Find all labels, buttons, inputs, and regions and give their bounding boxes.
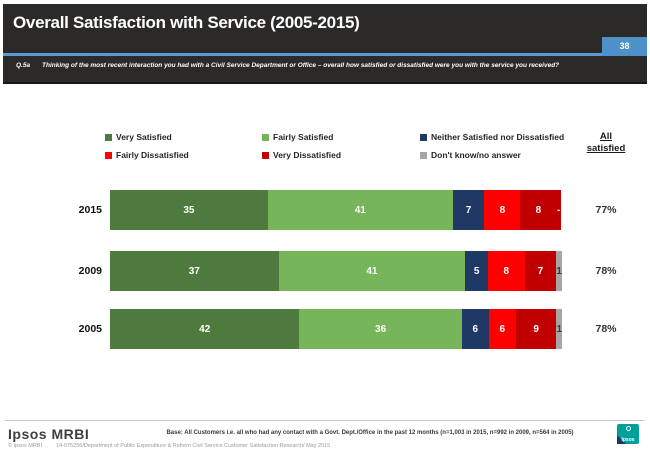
segment-fairly-dissatisfied-2015: 8 bbox=[484, 190, 521, 230]
segment-dont-know-2015: - bbox=[556, 190, 561, 230]
segment-value-label: 7 bbox=[465, 204, 472, 216]
segment-very-satisfied-2005: 42 bbox=[110, 309, 300, 349]
segment-value-label: 42 bbox=[199, 323, 211, 335]
legend-label-fairly-dissatisfied: Fairly Dissatisfied bbox=[116, 150, 189, 160]
legend-swatch-fairly-satisfied-icon bbox=[262, 133, 269, 141]
page-title: Overall Satisfaction with Service (2005-… bbox=[13, 13, 360, 32]
legend-swatch-neither-icon bbox=[420, 133, 427, 141]
segment-value-label: 36 bbox=[375, 323, 387, 335]
segment-neither-2005: 6 bbox=[461, 309, 489, 349]
bar-row-2005: 2005 42 36 6 6 9 1 78% bbox=[0, 309, 650, 349]
all-satisfied-line1: All bbox=[599, 131, 613, 142]
stacked-bar-2005: 42 36 6 6 9 1 bbox=[110, 309, 562, 349]
segment-value-label: 8 bbox=[499, 204, 506, 216]
all-satisfied-value-2015: 77% bbox=[595, 204, 617, 216]
footer-divider bbox=[5, 420, 645, 421]
base-note: Base: All Customers i.e. all who had any… bbox=[166, 430, 574, 436]
all-satisfied-value-2009: 78% bbox=[595, 265, 617, 277]
segment-very-dissatisfied-2015: 8 bbox=[520, 190, 557, 230]
legend-item-fairly-dissatisfied: Fairly Dissatisfied bbox=[105, 150, 262, 160]
all-satisfied-line2: satisfied bbox=[586, 143, 626, 154]
stacked-bar-2015: 35 41 7 8 8 - bbox=[110, 190, 561, 230]
segment-fairly-satisfied-2009: 41 bbox=[278, 251, 466, 291]
copyright-text: © Ipsos MRBI bbox=[8, 443, 43, 449]
legend-swatch-dont-know-icon bbox=[420, 151, 427, 159]
legend-label-very-dissatisfied: Very Dissatisfied bbox=[273, 150, 342, 160]
segment-fairly-dissatisfied-2005: 6 bbox=[488, 309, 516, 349]
segment-value-label: 41 bbox=[354, 204, 366, 216]
legend-item-neither: Neither Satisfied nor Dissatisfied bbox=[420, 132, 564, 142]
question-label: Q.5a bbox=[16, 62, 31, 69]
legend-label-fairly-satisfied: Fairly Satisfied bbox=[273, 132, 334, 142]
year-label-2009: 2009 bbox=[78, 265, 102, 277]
segment-value-label: 35 bbox=[183, 204, 195, 216]
segment-very-satisfied-2009: 37 bbox=[110, 251, 279, 291]
legend-label-very-satisfied: Very Satisfied bbox=[116, 132, 172, 142]
segment-value-label: 9 bbox=[533, 323, 539, 335]
slide-header: Overall Satisfaction with Service (2005-… bbox=[3, 4, 647, 84]
segment-neither-2015: 7 bbox=[452, 190, 485, 230]
page-number-badge: 38 bbox=[602, 37, 647, 56]
legend-item-very-satisfied: Very Satisfied bbox=[105, 132, 262, 142]
legend-label-dont-know: Don't know/no answer bbox=[431, 150, 521, 160]
ipsos-logo-text: Ipsos bbox=[621, 437, 635, 443]
header-accent-line bbox=[3, 53, 647, 56]
bar-row-2015: 2015 35 41 7 8 8 - 77% bbox=[0, 190, 650, 230]
legend-label-neither: Neither Satisfied nor Dissatisfied bbox=[431, 132, 565, 142]
legend-swatch-very-dissatisfied-icon bbox=[262, 151, 269, 159]
ipsos-logo-corner bbox=[617, 435, 626, 444]
legend-item-fairly-satisfied: Fairly Satisfied bbox=[262, 132, 420, 142]
segment-value-label: 8 bbox=[535, 204, 542, 216]
ipsos-logo: Ipsos bbox=[617, 424, 639, 444]
legend-row-2: Fairly Dissatisfied Very Dissatisfied Don'… bbox=[105, 146, 575, 164]
stacked-bar-2009: 37 41 5 8 7 1 bbox=[110, 251, 562, 291]
segment-value-label: 1 bbox=[556, 265, 562, 277]
segment-value-label: 7 bbox=[537, 265, 544, 277]
question-row: Q.5a Thinking of the most recent interact… bbox=[16, 62, 636, 69]
segment-dont-know-2005: 1 bbox=[556, 309, 562, 349]
legend-swatch-very-satisfied-icon bbox=[105, 133, 112, 141]
ipsos-logo-circle-icon bbox=[626, 426, 631, 431]
legend-item-dont-know: Don't know/no answer bbox=[420, 150, 521, 160]
segment-value-label: 37 bbox=[188, 265, 200, 277]
segment-fairly-satisfied-2015: 41 bbox=[267, 190, 453, 230]
chart-legend: Very Satisfied Fairly Satisfied Neither Sa… bbox=[105, 128, 575, 164]
question-text: Thinking of the most recent interaction … bbox=[42, 62, 560, 69]
segment-value-label: 1 bbox=[556, 323, 562, 335]
segment-dont-know-2009: 1 bbox=[556, 251, 562, 291]
legend-item-very-dissatisfied: Very Dissatisfied bbox=[262, 150, 420, 160]
year-label-2005: 2005 bbox=[78, 323, 102, 335]
segment-value-label: 5 bbox=[473, 265, 480, 277]
all-satisfied-value-2005: 78% bbox=[595, 323, 617, 335]
copyright-line: © Ipsos MRBI 14-075256/Department of Publ… bbox=[8, 443, 330, 449]
segment-value-label: 8 bbox=[503, 265, 510, 277]
all-satisfied-header: All satisfied bbox=[576, 131, 636, 155]
segment-very-dissatisfied-2005: 9 bbox=[515, 309, 557, 349]
segment-value-label: 41 bbox=[366, 265, 378, 277]
segment-fairly-satisfied-2005: 36 bbox=[299, 309, 462, 349]
segment-neither-2009: 5 bbox=[465, 251, 489, 291]
segment-very-satisfied-2015: 35 bbox=[110, 190, 268, 230]
legend-swatch-fairly-dissatisfied-icon bbox=[105, 151, 112, 159]
project-note: 14-075256/Department of Public Expenditu… bbox=[56, 443, 331, 449]
segment-fairly-dissatisfied-2009: 8 bbox=[488, 251, 525, 291]
segment-very-dissatisfied-2009: 7 bbox=[524, 251, 557, 291]
year-label-2015: 2015 bbox=[78, 204, 102, 216]
segment-value-label: - bbox=[557, 204, 561, 216]
bar-row-2009: 2009 37 41 5 8 7 1 78% bbox=[0, 251, 650, 291]
segment-value-label: 6 bbox=[472, 323, 479, 335]
segment-value-label: 6 bbox=[499, 323, 506, 335]
ipsos-mrbi-wordmark: Ipsos MRBI bbox=[8, 426, 90, 442]
legend-row-1: Very Satisfied Fairly Satisfied Neither Sa… bbox=[105, 128, 575, 146]
